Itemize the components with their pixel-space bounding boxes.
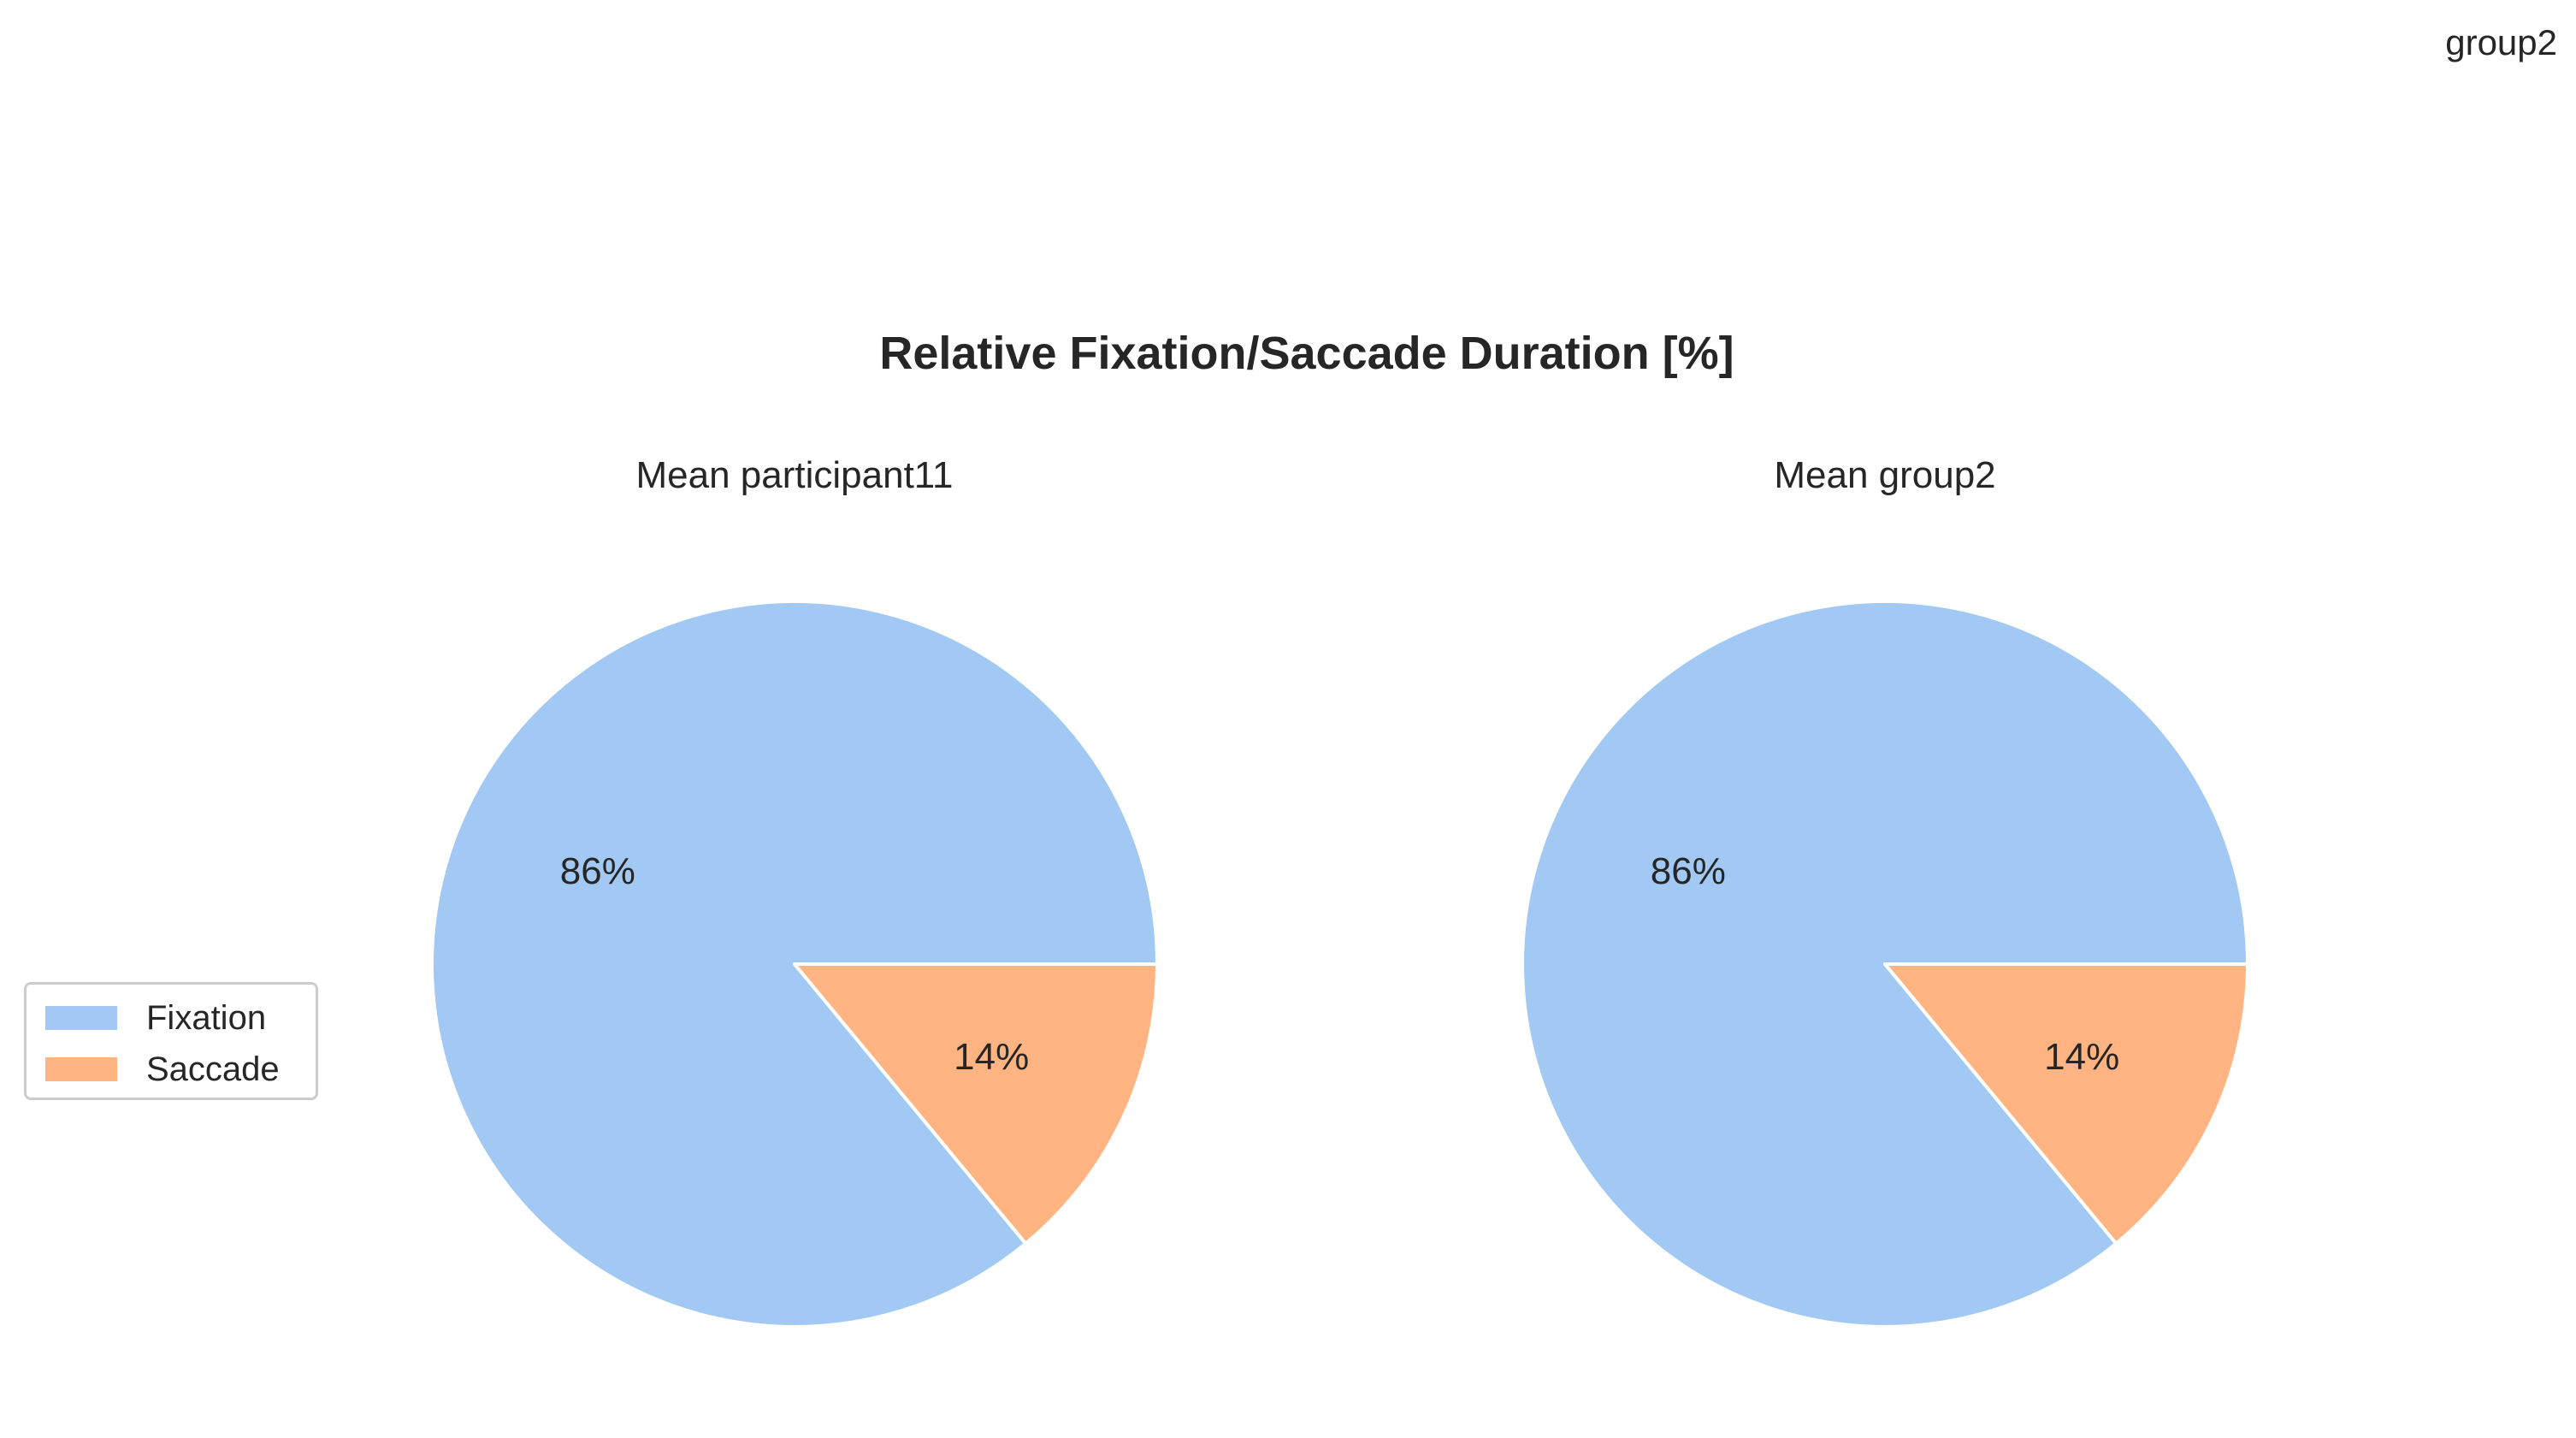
figure-title: Relative Fixation/Saccade Duration [%] <box>879 328 1734 379</box>
pie-chart-1: Mean participant11 86% 14% <box>430 454 1159 1329</box>
pie-label-saccade: 14% <box>2044 1036 2119 1078</box>
pie-slice-saccade <box>793 962 1159 1246</box>
pie-label-saccade: 14% <box>954 1036 1029 1078</box>
pie-chart-2: Mean group2 86% 14% <box>1521 454 2249 1329</box>
legend-swatch-fixation <box>45 1006 117 1030</box>
pie-slice-fixation <box>1521 600 2249 1329</box>
legend: Fixation Saccade <box>24 982 318 1100</box>
pie-slice-saccade <box>1883 962 2249 1246</box>
pie-title-2: Mean group2 <box>1774 454 1995 496</box>
legend-entry-saccade: Saccade <box>45 1050 280 1089</box>
legend-entry-fixation: Fixation <box>45 998 266 1038</box>
pie-label-fixation: 86% <box>560 850 635 892</box>
corner-label: group2 <box>2445 22 2557 62</box>
legend-label-fixation: Fixation <box>146 998 267 1037</box>
pie-label-fixation: 86% <box>1651 850 1726 892</box>
pie-title-1: Mean participant11 <box>636 454 954 496</box>
legend-label-saccade: Saccade <box>146 1050 280 1088</box>
legend-swatch-saccade <box>45 1057 117 1081</box>
pie-slice-fixation <box>430 600 1159 1329</box>
